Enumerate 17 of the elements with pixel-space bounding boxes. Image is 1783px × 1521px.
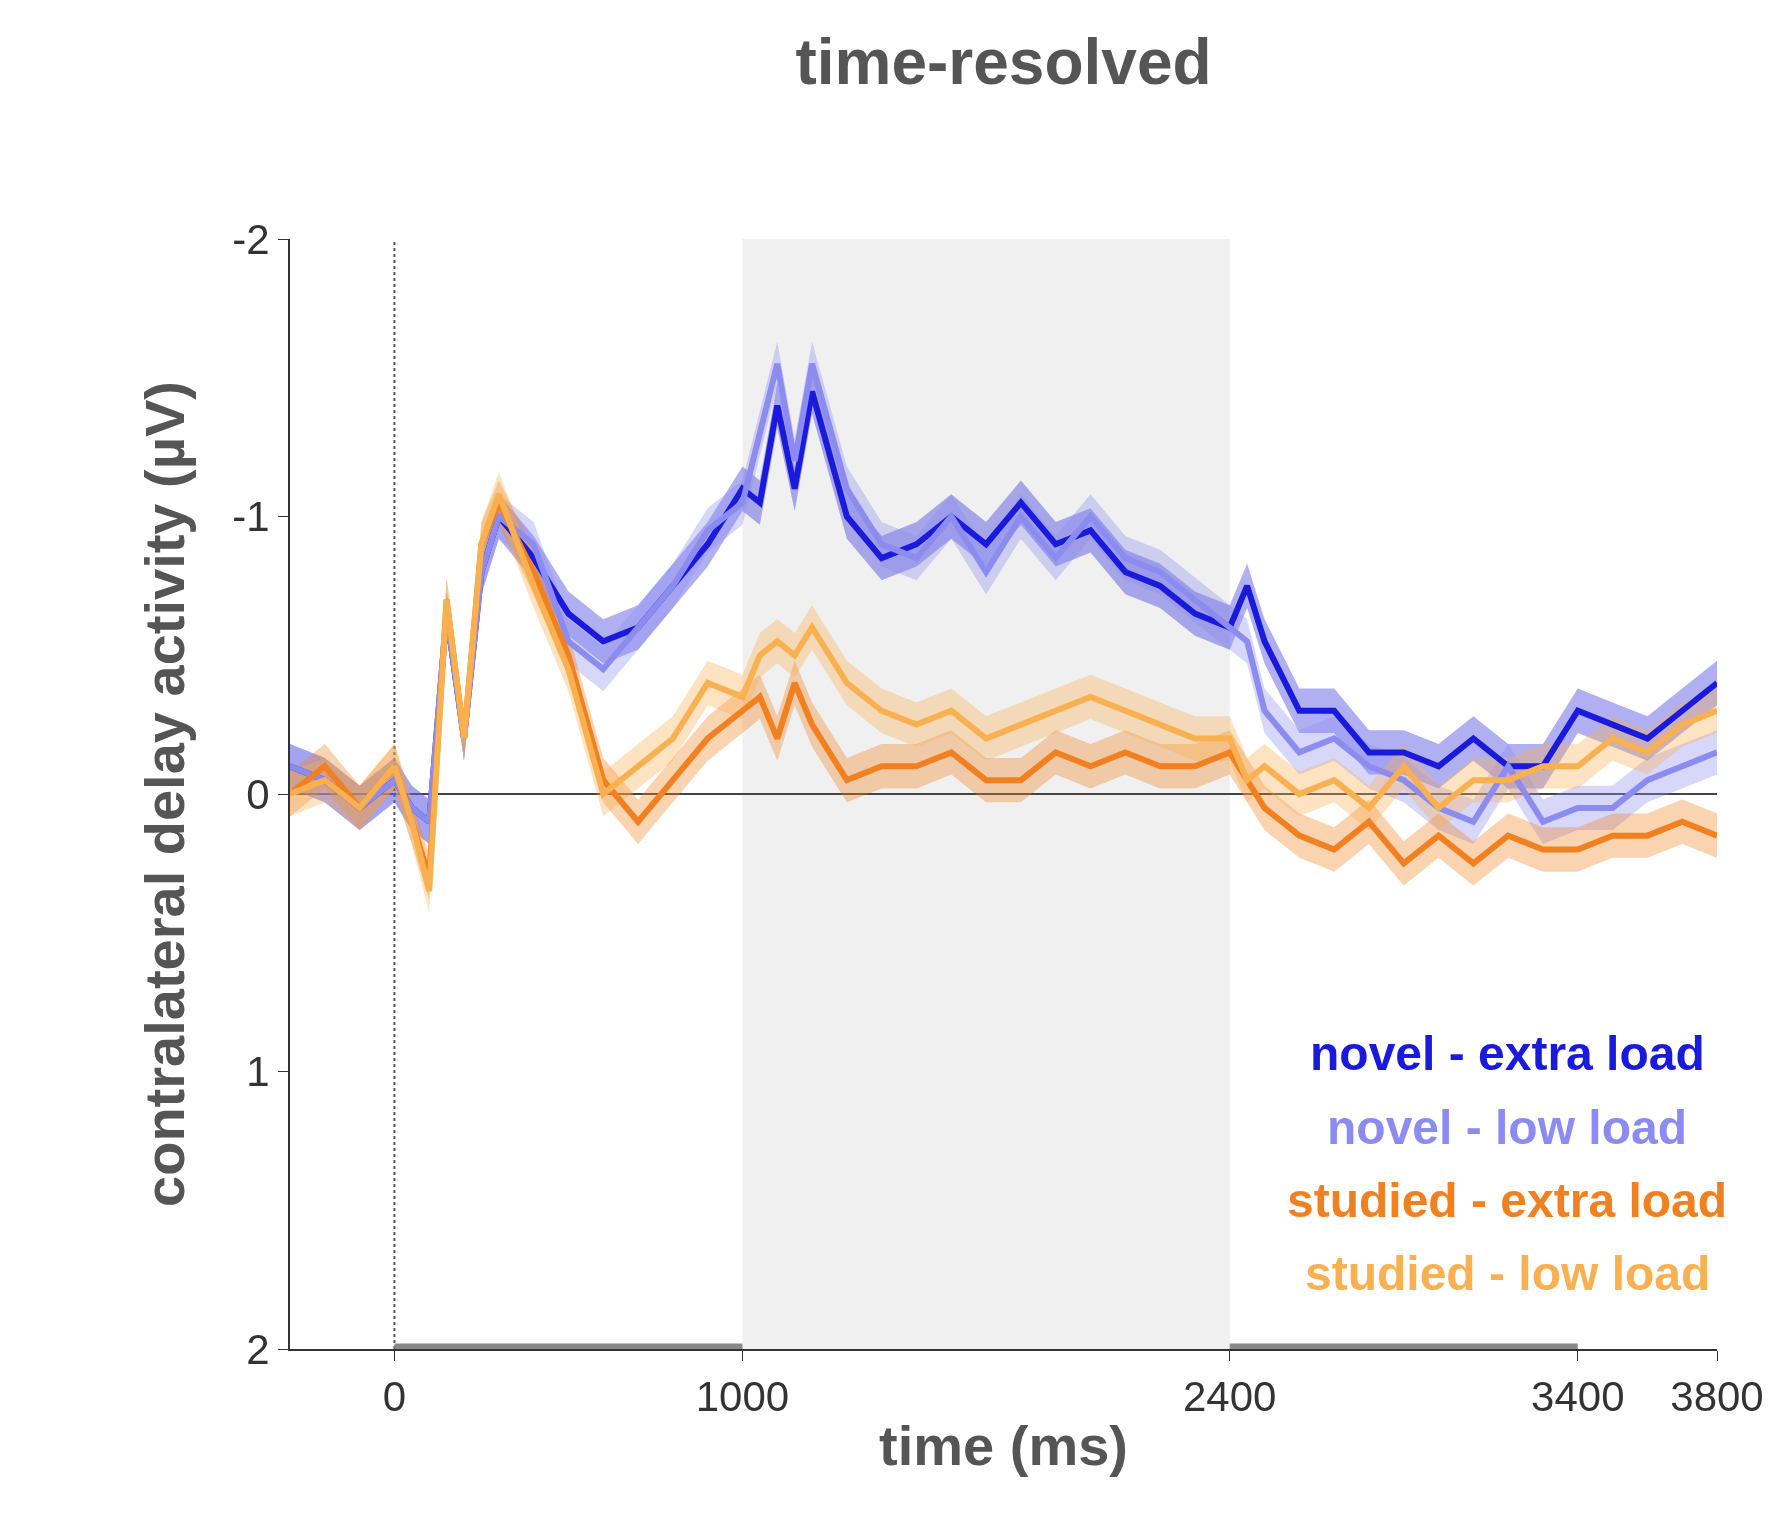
x-tick-label: 0 [382, 1373, 407, 1421]
text: studied - low load [1305, 1247, 1711, 1300]
x-tick-label: 2400 [1183, 1373, 1277, 1421]
text: novel - low load [1327, 1101, 1688, 1154]
chart-title: time-resolved [795, 26, 1212, 99]
y-tick-label: 0 [246, 770, 270, 818]
text: novel - extra load [1310, 1027, 1705, 1080]
y-tick-label: -2 [232, 215, 270, 263]
y-tick-label: 1 [246, 1048, 270, 1096]
y-tick-label: -1 [232, 493, 270, 541]
x-axis-title: time (ms) [879, 1413, 1128, 1477]
x-tick-label: 3400 [1531, 1373, 1625, 1421]
x-tick-label: 3800 [1670, 1373, 1764, 1421]
x-tick-label: 1000 [695, 1373, 790, 1421]
y-axis-title: contralateral delay activity (µV) [132, 381, 196, 1207]
text: studied - extra load [1287, 1174, 1728, 1227]
y-tick-label: 2 [246, 1325, 270, 1373]
